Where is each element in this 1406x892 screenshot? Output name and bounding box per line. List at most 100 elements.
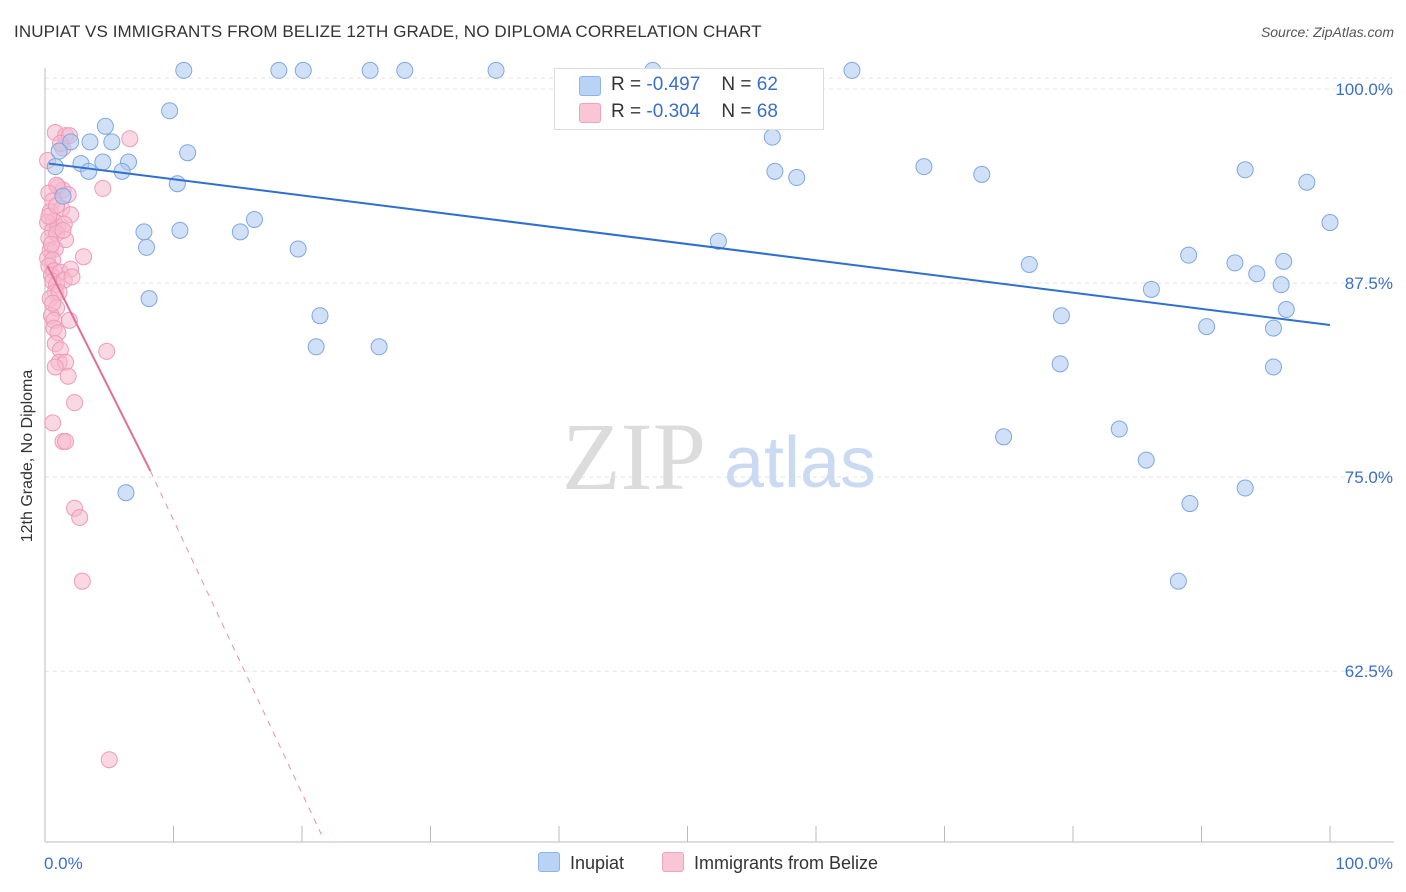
data-point-belize: [42, 235, 60, 253]
legend-n-label: N =: [721, 101, 752, 122]
data-point-inupiat: [311, 307, 329, 325]
data-point-inupiat: [289, 240, 307, 258]
data-point-inupiat: [50, 142, 68, 160]
trend-line-inupiat: [48, 162, 1331, 327]
trend-lines: [46, 162, 1331, 835]
data-point-inupiat: [140, 290, 158, 308]
data-point-inupiat: [1226, 254, 1244, 272]
data-point-inupiat: [1236, 161, 1254, 179]
data-point-inupiat: [1272, 276, 1290, 294]
y-tick-label: 87.5%: [1345, 274, 1393, 293]
legend-r-value: -0.497: [646, 74, 701, 95]
data-point-belize: [63, 268, 81, 286]
data-point-inupiat: [103, 133, 121, 151]
data-point-inupiat: [1248, 265, 1266, 283]
data-point-inupiat: [307, 338, 325, 356]
source-label: Source: ZipAtlas.com: [1260, 24, 1394, 40]
data-point-inupiat: [1020, 255, 1038, 273]
x-tick-label: 0.0%: [44, 854, 83, 873]
data-point-inupiat: [995, 428, 1013, 446]
data-point-inupiat: [270, 61, 288, 79]
bottom-legend-label: Inupiat: [570, 853, 625, 873]
data-point-inupiat: [96, 117, 114, 135]
x-tick-label: 100.0%: [1335, 854, 1393, 873]
legend-r-value: -0.304: [646, 101, 701, 122]
legend-n-value: 62: [756, 74, 778, 95]
data-point-inupiat: [54, 187, 72, 205]
trend-line-belize-extrapolated: [149, 470, 322, 835]
data-point-inupiat: [1142, 280, 1160, 298]
data-point-inupiat: [1236, 479, 1254, 497]
data-point-inupiat: [1137, 451, 1155, 469]
data-point-inupiat: [171, 221, 189, 239]
gridlines: [45, 77, 1392, 672]
data-point-inupiat: [1277, 301, 1295, 319]
y-tick-labels: 100.0% 87.5% 75.0% 62.5%: [1335, 80, 1393, 681]
y-tick-label: 100.0%: [1335, 80, 1393, 99]
data-point-inupiat: [361, 61, 379, 79]
legend-swatch-inupiat: [579, 76, 601, 96]
bottom-legend-inupiat: Inupiat: [538, 852, 624, 874]
data-point-inupiat: [788, 169, 806, 187]
data-point-inupiat: [62, 133, 80, 151]
chart-title: INUPIAT VS IMMIGRANTS FROM BELIZE 12TH G…: [14, 22, 762, 41]
data-point-inupiat: [175, 61, 193, 79]
data-point-inupiat: [1298, 173, 1316, 191]
data-point-inupiat: [763, 128, 781, 146]
data-point-inupiat: [766, 162, 784, 180]
data-point-belize: [46, 358, 64, 376]
y-tick-label: 75.0%: [1345, 468, 1393, 487]
data-point-inupiat: [46, 158, 64, 176]
data-point-inupiat: [94, 153, 112, 171]
data-point-inupiat: [294, 61, 312, 79]
data-point-inupiat: [1051, 355, 1069, 373]
data-point-inupiat: [80, 162, 98, 180]
data-point-inupiat: [135, 223, 153, 241]
watermark: ZIP atlas: [562, 403, 876, 510]
series-inupiat: [46, 61, 1339, 590]
data-point-inupiat: [1110, 420, 1128, 438]
data-point-belize: [73, 572, 91, 590]
data-point-inupiat: [1198, 318, 1216, 336]
data-point-belize: [66, 394, 84, 412]
bottom-legend-swatch-belize: [662, 852, 684, 872]
legend-n-label: N =: [721, 74, 752, 95]
data-point-inupiat: [1264, 319, 1282, 337]
data-point-inupiat: [487, 61, 505, 79]
watermark-atlas: atlas: [724, 423, 876, 503]
data-point-inupiat: [1052, 307, 1070, 325]
data-point-belize: [75, 248, 93, 266]
legend-swatch-belize: [579, 103, 601, 123]
bottom-legend-swatch-inupiat: [538, 852, 560, 872]
axes: [44, 68, 1394, 843]
data-point-belize: [100, 751, 118, 769]
data-point-belize: [44, 294, 62, 312]
x-tick-labels: 0.0% 100.0%: [44, 854, 1393, 873]
data-point-inupiat: [973, 165, 991, 183]
watermark-zip: ZIP: [562, 403, 706, 510]
data-point-inupiat: [843, 61, 861, 79]
y-axis-label: 12th Grade, No Diploma: [19, 369, 36, 543]
legend-r-label: R =: [611, 74, 642, 95]
data-point-inupiat: [1275, 252, 1293, 270]
data-point-belize: [94, 179, 112, 197]
data-point-inupiat: [1264, 358, 1282, 376]
data-point-belize: [71, 509, 89, 527]
bottom-legend-belize: Immigrants from Belize: [662, 852, 878, 874]
data-point-inupiat: [1169, 572, 1187, 590]
data-point-belize: [54, 221, 72, 239]
trend-line-belize: [46, 265, 152, 472]
data-point-inupiat: [709, 232, 727, 250]
data-point-belize: [121, 130, 139, 148]
legend-n-value: 68: [756, 101, 778, 122]
data-point-inupiat: [81, 133, 99, 151]
data-point-belize: [44, 414, 62, 432]
data-point-inupiat: [1180, 246, 1198, 264]
data-point-inupiat: [1321, 214, 1339, 232]
stats-legend: R = -0.497 N = 62 R = -0.304 N = 68: [554, 68, 824, 130]
legend-r-label: R =: [611, 101, 642, 122]
bottom-legend-label: Immigrants from Belize: [694, 853, 879, 873]
data-point-inupiat: [1181, 495, 1199, 513]
data-point-inupiat: [396, 61, 414, 79]
